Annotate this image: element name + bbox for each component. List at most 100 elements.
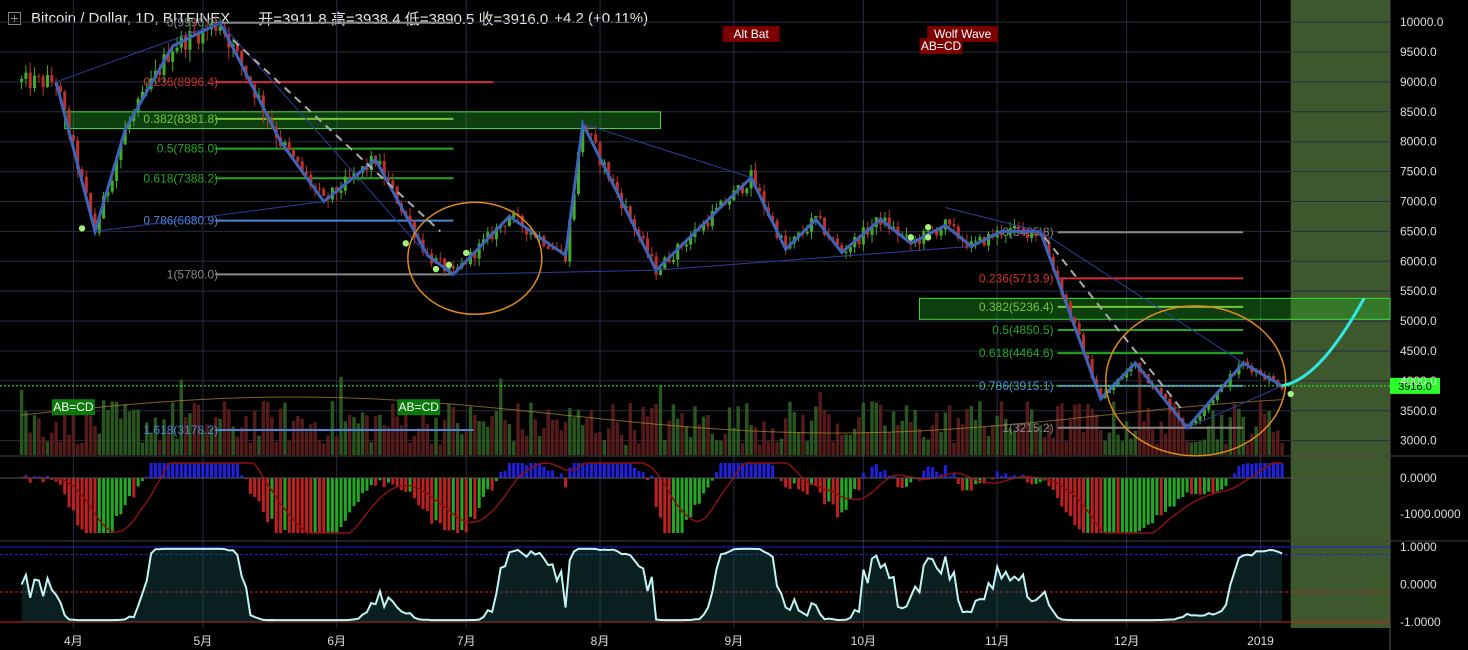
price-tick-label: 6000.0 [1400, 254, 1437, 268]
candle-body [1215, 391, 1219, 401]
last-price-badge [1390, 377, 1440, 394]
volume-bar [114, 401, 119, 455]
volume-bar [1194, 442, 1198, 455]
candle-body [1202, 409, 1206, 417]
harmonic-pattern-line [54, 20, 1283, 431]
volume-bar [240, 427, 244, 455]
macd-bar [1142, 478, 1146, 528]
fib-level-label: 0.236(8996.4) [143, 75, 218, 89]
volume-bar [188, 413, 192, 455]
volume-bar [1060, 403, 1064, 455]
volume-bar [602, 440, 607, 455]
volume-bar [982, 426, 986, 455]
candle-body [158, 70, 162, 75]
candle-body [84, 176, 88, 194]
time-tick-label: 12月 [1114, 634, 1139, 648]
volume-bar [542, 428, 546, 455]
volume-bar [386, 426, 391, 455]
candle-body [300, 161, 304, 172]
volume-bar [149, 432, 153, 455]
candle-body [1017, 225, 1021, 229]
volume-bar [883, 425, 887, 455]
volume-bar [1211, 410, 1215, 455]
macd-bar [464, 478, 468, 533]
macd-bar [110, 478, 114, 533]
volume-bar [619, 434, 624, 455]
candle-body [1280, 386, 1284, 390]
candle-body [1194, 420, 1198, 424]
macd-bar [1129, 478, 1133, 533]
volume-bar [706, 414, 710, 455]
volume-bar [870, 401, 874, 455]
volume-bar [688, 436, 693, 455]
price-tick-label: 6500.0 [1400, 224, 1437, 238]
macd-bar [456, 478, 460, 533]
macd-bar [900, 478, 904, 488]
volume-bar [1025, 401, 1030, 455]
macd-bar [41, 478, 45, 483]
candle-body [598, 142, 602, 166]
volume-bar [1107, 432, 1112, 455]
volume-bar [930, 425, 935, 455]
time-tick-label: 2019 [1247, 634, 1274, 648]
macd-bar [136, 478, 140, 487]
volume-bar [783, 418, 788, 455]
volume-bar [93, 426, 97, 455]
candle-body [1207, 403, 1211, 410]
candle-body [296, 156, 300, 162]
candle-body [473, 252, 477, 259]
macd-bar [874, 464, 878, 478]
macd-bar [300, 478, 304, 533]
macd-bar [844, 478, 848, 510]
macd-tick-label: 0.0000 [1400, 471, 1437, 485]
volume-bar [1034, 426, 1038, 455]
volume-bar [1241, 416, 1245, 455]
volume-bar [1206, 426, 1211, 455]
volume-bar [166, 432, 171, 455]
candle-body [115, 160, 119, 182]
volume-bar [63, 405, 67, 455]
macd-bar [723, 463, 727, 478]
candle-body [628, 206, 632, 219]
volume-bar [524, 435, 529, 455]
macd-bar [1194, 478, 1198, 494]
candle-body [464, 263, 468, 265]
candle-body [33, 75, 37, 89]
volume-bar [490, 415, 494, 455]
pattern-guide-line [656, 245, 972, 271]
signal-dot [78, 225, 86, 232]
macd-bar [477, 478, 481, 509]
volume-bar [1215, 439, 1220, 455]
signal-dot [924, 224, 932, 231]
macd-bar [663, 478, 667, 533]
macd-bar [555, 476, 559, 478]
volume-bar [1267, 411, 1271, 455]
volume-bar [365, 415, 369, 455]
macd-bar [520, 463, 524, 478]
volume-bar [373, 415, 378, 455]
volume-bar [429, 443, 434, 455]
candle-body [287, 142, 291, 150]
macd-bar [585, 463, 589, 478]
volume-bar [37, 418, 41, 455]
volume-bar [119, 418, 123, 455]
volume-bar [732, 427, 736, 455]
volume-bar [464, 430, 468, 455]
macd-bar [434, 478, 438, 521]
candle-body [818, 216, 822, 219]
macd-bar [1060, 478, 1064, 507]
candle-body [322, 189, 326, 196]
candle-body [89, 193, 93, 214]
volume-bar [209, 428, 214, 455]
volume-bar [710, 433, 714, 455]
candle-body [447, 266, 451, 272]
candle-body [123, 127, 127, 145]
volume-bar [516, 403, 520, 455]
candle-body [594, 134, 598, 143]
macd-bar [680, 478, 684, 533]
expand-icon[interactable] [8, 11, 21, 25]
macd-bar [1051, 478, 1055, 490]
macd-bar [71, 478, 75, 511]
volume-bar [67, 434, 71, 455]
